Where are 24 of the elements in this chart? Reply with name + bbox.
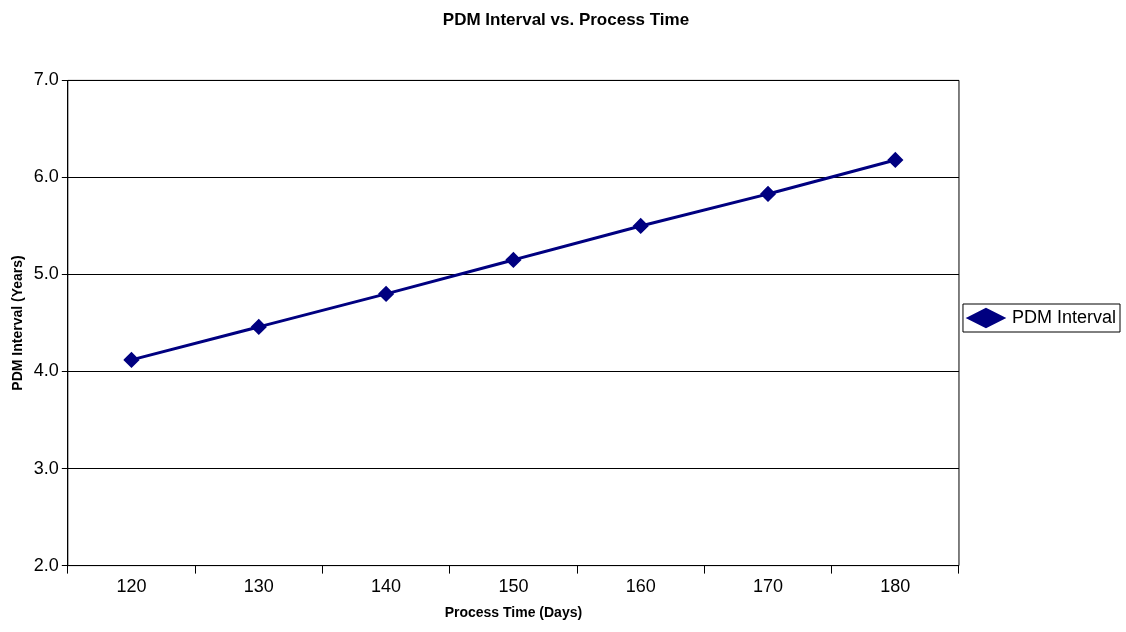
- y-tick-label: 7.0: [33, 69, 59, 90]
- point: [123, 352, 139, 368]
- y-tick-label: 4.0: [33, 360, 59, 381]
- x-tick-label: 180: [880, 576, 911, 597]
- y-axis-title: PDM Interval (Years): [9, 255, 26, 391]
- y-tick-label: 6.0: [33, 166, 59, 187]
- y-tick-label: 2.0: [33, 554, 59, 575]
- x-tick-label: 150: [498, 576, 529, 597]
- chart-title: PDM Interval vs. Process Time: [442, 9, 690, 29]
- x-axis-title: Process Time (Days): [444, 604, 583, 621]
- point: [505, 252, 521, 268]
- x-tick-label: 120: [116, 576, 147, 597]
- y-tick-label: 5.0: [33, 263, 59, 284]
- point: [887, 152, 903, 168]
- y-tick-label: 3.0: [33, 457, 59, 478]
- legend-label: PDM Interval: [1011, 306, 1116, 327]
- point: [760, 186, 776, 202]
- x-tick-label: 170: [752, 576, 784, 597]
- point: [633, 218, 649, 234]
- x-tick-label: 140: [371, 576, 402, 597]
- x-tick-label: 160: [625, 576, 656, 597]
- x-tick-label: 130: [243, 576, 274, 597]
- point: [378, 286, 394, 302]
- point: [251, 319, 267, 335]
